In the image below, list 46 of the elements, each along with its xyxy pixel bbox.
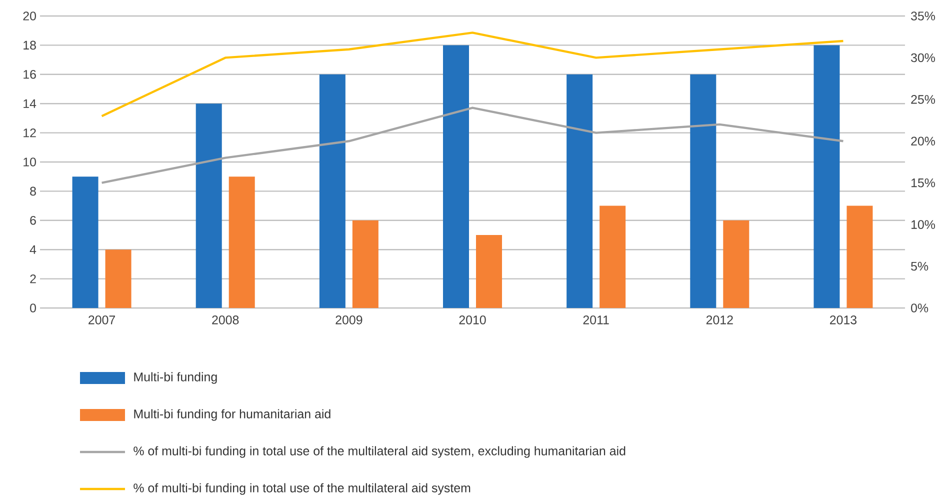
y-tick-label: 14 [24, 99, 36, 108]
y2-tick-label: 30% [910, 53, 935, 62]
x-tick-label: 2007 [88, 316, 116, 324]
bar [723, 220, 750, 308]
y2-tick-label: 5% [911, 262, 928, 271]
y-tick-label: 20 [23, 12, 36, 20]
bar [846, 206, 873, 308]
bar [690, 74, 716, 308]
y-tick-label: 16 [24, 70, 36, 79]
y2-tick-label: 35% [910, 12, 935, 20]
bar [566, 74, 593, 308]
legend-label: Multi-bi funding [134, 372, 217, 384]
bar [600, 206, 626, 308]
y-tick-label: 12 [24, 128, 36, 138]
line-series [100, 106, 844, 184]
x-tick-label: 2011 [583, 316, 609, 324]
bar [319, 74, 346, 308]
y-tick-label: 2 [30, 274, 36, 284]
y2-tick-label: 0% [911, 304, 928, 312]
y2-tick-label: 15% [911, 178, 935, 188]
bar [196, 104, 222, 308]
x-tick-label: 2012 [706, 316, 733, 324]
legend-label: Multi-bi funding for humanitarian aid [134, 409, 330, 421]
bar [228, 176, 255, 308]
y-tick-label: 4 [30, 245, 36, 254]
x-tick-label: 2009 [336, 316, 362, 324]
y-tick-label: 8 [30, 186, 36, 196]
bar [443, 45, 470, 308]
bar [105, 250, 132, 308]
legend-label: % of multi-bi funding in total use of the multilateral aid system [134, 483, 470, 495]
y-tick-label: 0 [30, 304, 36, 312]
bar [352, 220, 378, 308]
y2-tick-label: 25% [911, 95, 935, 104]
x-tick-label: 2010 [459, 316, 486, 324]
y2-tick-label: 10% [911, 220, 935, 229]
y-tick-label: 10 [24, 158, 36, 166]
bar [476, 234, 502, 308]
y-tick-label: 6 [30, 216, 36, 225]
legend-label: % of multi-bi funding in total use of the multilateral aid system, excluding humanitarian aid [134, 446, 626, 458]
bar [72, 176, 98, 308]
bar [814, 45, 840, 308]
x-tick-label: 2008 [212, 316, 239, 324]
y2-tick-label: 20% [911, 136, 935, 146]
line-series [100, 32, 844, 118]
y-tick-label: 18 [24, 40, 36, 50]
x-tick-label: 2013 [830, 316, 857, 324]
